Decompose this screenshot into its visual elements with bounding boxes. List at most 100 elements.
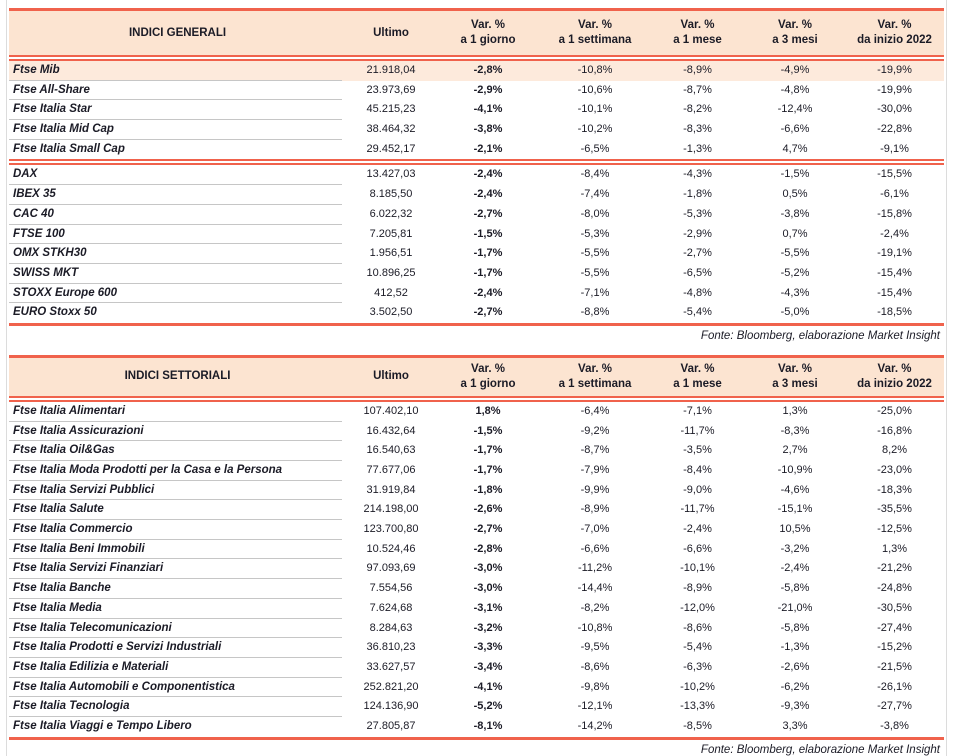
ultimo-value: 107.402,10 — [363, 404, 419, 417]
var-value: 1,8% — [475, 404, 501, 417]
var-value: -11,2% — [577, 562, 613, 575]
var-value: -15,5% — [877, 168, 912, 181]
var-value: -10,8% — [577, 621, 613, 634]
var-value: -4,9% — [780, 64, 810, 76]
var-value: -16,8% — [877, 424, 912, 437]
group-divider — [9, 159, 944, 166]
var-value: -2,8% — [473, 542, 503, 555]
var-value: -3,5% — [683, 444, 712, 457]
index-name: OMX STKH30 — [9, 244, 342, 264]
index-name: SWISS MKT — [9, 264, 342, 284]
var-value: -6,6% — [683, 542, 712, 555]
index-name: IBEX 35 — [9, 185, 342, 205]
var-value: 8,2% — [881, 444, 908, 457]
var-value: -2,7% — [683, 247, 712, 260]
var-value: -3,0% — [473, 582, 503, 595]
ultimo-value: 7.205,81 — [369, 227, 413, 240]
var-value: -8,9% — [580, 503, 610, 516]
var-value: -7,1% — [580, 286, 610, 299]
var-value: -8,3% — [780, 424, 810, 437]
var-value: -30,5% — [877, 601, 912, 614]
var-value: -1,5% — [780, 168, 810, 181]
var-value: -1,7% — [473, 444, 503, 457]
table-row: EURO Stoxx 50 3.502,50 -2,7% -8,8% -5,4% -5,0… — [9, 303, 944, 323]
var-value: -2,9% — [683, 227, 712, 240]
var-value: -1,3% — [683, 142, 712, 155]
source-note: Fonte: Bloomberg, elaborazione Market In… — [700, 743, 940, 756]
table-title: INDICI GENERALI — [128, 26, 227, 39]
var-value: -12,5% — [877, 523, 912, 536]
var-value: -12,1% — [577, 700, 613, 713]
period-label: da inizio 2022 — [857, 377, 932, 390]
index-name: Ftse Italia Alimentari — [9, 402, 342, 422]
var-value: -7,1% — [683, 404, 712, 417]
var-value: -15,4% — [877, 286, 912, 299]
var-value: -2,7% — [473, 306, 503, 319]
column-header-var-1-mese: Var. % a 1 mese — [650, 11, 745, 55]
var-value: -6,2% — [780, 680, 810, 693]
ultimo-value: 6.022,32 — [369, 207, 413, 220]
var-value: -5,4% — [683, 306, 712, 319]
var-value: -8,6% — [683, 621, 712, 634]
index-name: Ftse Italia Tecnologia — [9, 697, 342, 717]
var-value: -27,4% — [877, 621, 912, 634]
var-value: -3,2% — [473, 621, 503, 634]
table-row: Ftse Italia Beni Immobili 10.524,46 -2,8% -… — [9, 540, 944, 560]
var-value: -8,9% — [683, 64, 712, 76]
period-label: a 1 mese — [673, 377, 722, 390]
index-name: Ftse Italia Edilizia e Materiali — [9, 658, 342, 678]
var-value: -10,6% — [577, 83, 613, 96]
ultimo-value: 97.093,69 — [366, 562, 416, 575]
var-value: -3,3% — [473, 641, 503, 654]
ultimo-value: 21.918,04 — [366, 64, 416, 76]
source-note: Fonte: Bloomberg, elaborazione Market In… — [700, 329, 940, 342]
var-value: -6,1% — [880, 188, 909, 201]
var-value: -3,4% — [473, 660, 503, 673]
ultimo-value: 16.540,63 — [366, 444, 416, 457]
var-value: -26,1% — [877, 680, 912, 693]
var-value: -2,4% — [473, 168, 503, 181]
var-value: -15,4% — [877, 266, 912, 279]
index-name: Ftse Italia Salute — [9, 500, 342, 521]
var-label: Var. % — [471, 362, 505, 375]
index-name: Ftse All-Share — [9, 81, 342, 101]
table-row: Ftse Italia Alimentari 107.402,10 1,8% -6,4… — [9, 402, 944, 422]
ultimo-value: 124.136,90 — [363, 700, 419, 713]
table-header: INDICI GENERALI Ultimo Var. % a 1 giorno… — [9, 11, 944, 55]
var-value: -7,0% — [580, 523, 610, 536]
var-value: -21,5% — [877, 660, 912, 673]
var-value: -30,0% — [877, 103, 912, 116]
var-value: -4,8% — [683, 286, 712, 299]
var-value: -5,2% — [780, 266, 810, 279]
var-value: -10,1% — [577, 103, 613, 116]
var-value: -7,4% — [580, 188, 610, 201]
index-name: Ftse Italia Prodotti e Servizi Industria… — [9, 638, 342, 658]
column-header-var-3-mesi: Var. % a 3 mesi — [745, 358, 845, 396]
var-value: 10,5% — [779, 523, 811, 536]
ultimo-value: 214.198,00 — [363, 503, 419, 516]
var-value: -8,8% — [580, 306, 610, 319]
var-value: -19,9% — [877, 83, 912, 96]
table-row: Ftse Italia Star 45.215,23 -4,1% -10,1% -8,2… — [9, 100, 944, 121]
table-row: STOXX Europe 600 412,52 -2,4% -7,1% -4,8% -4,… — [9, 284, 944, 304]
var-value: -2,4% — [880, 227, 909, 240]
table-row: Ftse Italia Mid Cap 38.464,32 -3,8% -10,2% -… — [9, 120, 944, 140]
table-row: Ftse Italia Automobili e Componentistica… — [9, 678, 944, 698]
ultimo-value: 13.427,03 — [366, 168, 416, 181]
var-value: -4,3% — [683, 168, 712, 181]
index-name: Ftse Italia Banche — [9, 579, 342, 599]
var-label: Var. % — [680, 19, 715, 31]
index-name: Ftse Italia Moda Prodotti per la Casa e … — [9, 461, 342, 481]
period-label: a 3 mesi — [772, 377, 818, 390]
var-value: -15,2% — [877, 641, 912, 654]
indici-generali-table: INDICI GENERALI Ultimo Var. % a 1 giorno… — [9, 8, 944, 326]
var-value: -24,8% — [877, 582, 912, 595]
var-value: -6,6% — [780, 123, 810, 136]
var-value: -2,6% — [473, 503, 503, 516]
var-value: -6,5% — [683, 266, 712, 279]
period-label: a 3 mesi — [772, 34, 818, 46]
ultimo-value: 16.432,64 — [366, 424, 416, 437]
var-label: Var. % — [680, 362, 715, 375]
ultimo-value: 8.284,63 — [369, 621, 413, 634]
var-value: -6,3% — [683, 660, 712, 673]
